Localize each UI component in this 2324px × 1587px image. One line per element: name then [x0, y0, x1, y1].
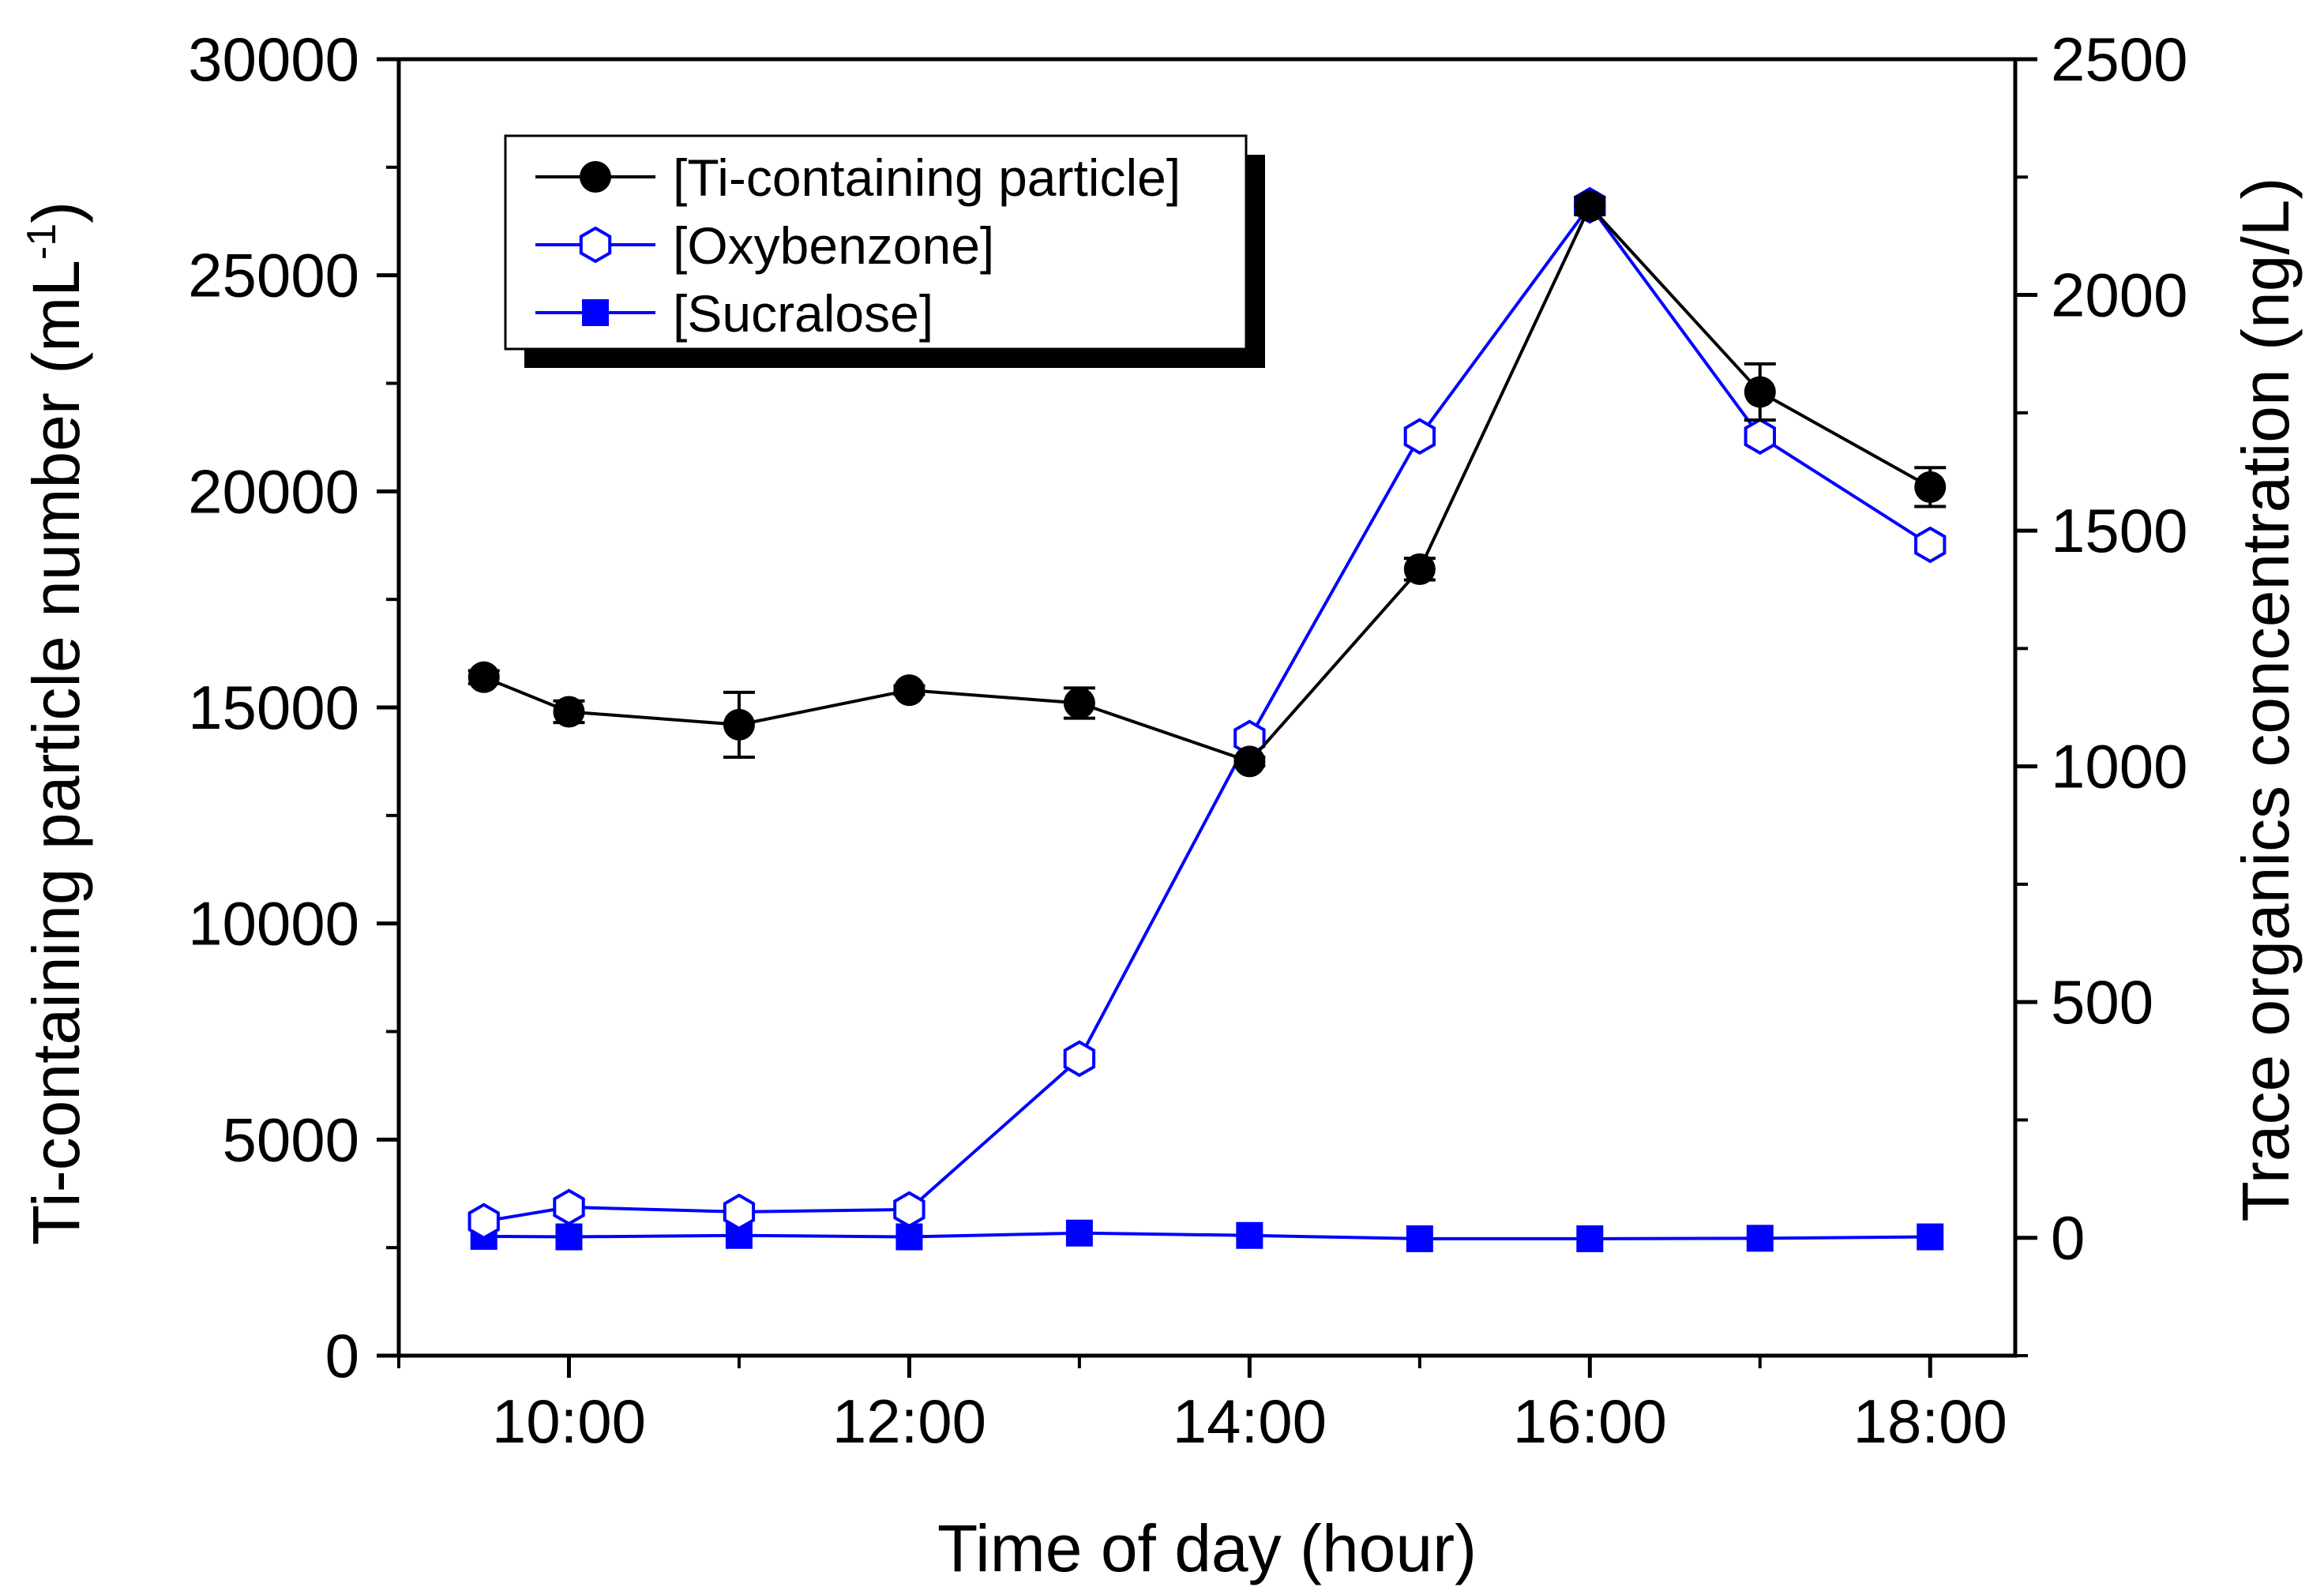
data-point — [893, 1191, 925, 1229]
data-point — [1744, 418, 1776, 456]
data-point — [1065, 1219, 1093, 1247]
legend-label: [Oxybenzone] — [673, 216, 994, 275]
series-ti-containing-particle — [467, 190, 1947, 778]
data-point — [895, 1223, 923, 1251]
series-layer — [467, 186, 1947, 1252]
y-left-tick-label: 10000 — [188, 889, 359, 959]
data-point — [553, 696, 585, 728]
data-point — [1914, 526, 1947, 564]
legend-entry: [Oxybenzone] — [535, 216, 994, 275]
data-point — [467, 661, 500, 693]
data-point — [1406, 1225, 1433, 1252]
data-point — [1576, 1225, 1604, 1252]
legend-entry: [Sucralose] — [535, 284, 933, 343]
y-right-tick-label: 2000 — [2051, 261, 2188, 330]
data-point — [1914, 471, 1947, 503]
data-point — [1233, 745, 1266, 778]
data-point — [1063, 1040, 1096, 1078]
y-axis-left-title: Ti-containing particle number (mL-1) — [19, 201, 93, 1245]
data-point — [1744, 376, 1776, 408]
y-axis-right-title: Trace organics concentration (ng/L) — [2228, 178, 2303, 1222]
legend-marker — [579, 226, 612, 264]
data-point — [1917, 1223, 1944, 1251]
x-tick-label: 14:00 — [1173, 1386, 1327, 1456]
y-right-tick-label: 0 — [2051, 1203, 2085, 1273]
x-tick-label: 16:00 — [1513, 1386, 1667, 1456]
legend-label: [Sucralose] — [673, 284, 933, 343]
data-point — [1403, 553, 1436, 585]
data-point — [553, 1188, 585, 1226]
series-line-oxybenzone — [483, 202, 1932, 1223]
data-point — [723, 708, 755, 741]
data-point — [555, 1223, 583, 1251]
x-tick-label: 12:00 — [832, 1386, 986, 1456]
series-sucralose — [470, 1219, 1944, 1252]
y-axis-left: 0 5000 10000 15000 20000 25000 30000 — [188, 24, 399, 1390]
data-point — [1403, 418, 1436, 456]
x-axis: 10:00 12:00 14:00 16:00 18:00 — [397, 1356, 2007, 1456]
y-left-tick-label: 15000 — [188, 673, 359, 742]
data-point — [1574, 190, 1606, 223]
data-point — [467, 1202, 500, 1240]
y-left-tick-label: 20000 — [188, 456, 359, 526]
legend-marker — [580, 161, 611, 193]
y-left-tick-label: 5000 — [222, 1105, 359, 1174]
legend-marker — [582, 299, 609, 326]
legend: [Ti-containing particle] [Oxybenzone] [Suc… — [504, 134, 1265, 368]
legend-label: [Ti-containing particle] — [673, 148, 1181, 207]
y-axis-left-title-sup: -1 — [19, 223, 65, 260]
data-point — [893, 674, 925, 707]
y-right-tick-label: 2500 — [2051, 24, 2188, 94]
y-left-tick-label: 30000 — [188, 24, 359, 94]
data-point — [723, 1193, 756, 1231]
series-line-ti-containing-particle — [482, 203, 1932, 763]
x-tick-label: 10:00 — [492, 1386, 646, 1456]
y-right-tick-label: 1500 — [2051, 496, 2188, 565]
data-point — [1746, 1225, 1774, 1252]
x-axis-title: Time of day (hour) — [937, 1511, 1477, 1585]
y-left-tick-label: 25000 — [188, 241, 359, 310]
y-axis-left-title-close: ) — [19, 201, 93, 223]
x-tick-label: 18:00 — [1853, 1386, 2007, 1456]
y-right-tick-label: 500 — [2051, 967, 2153, 1037]
y-right-tick-label: 1000 — [2051, 732, 2188, 801]
data-point — [1063, 687, 1095, 719]
series-line-sucralose — [483, 1231, 1931, 1240]
data-point — [1236, 1221, 1263, 1249]
y-left-tick-label: 0 — [325, 1321, 359, 1390]
y-axis-right: 0 500 1000 1500 2000 2500 — [2015, 24, 2188, 1357]
y-axis-left-title-main: Ti-containing particle number (mL — [19, 260, 93, 1245]
legend-entry: [Ti-containing particle] — [535, 148, 1181, 207]
